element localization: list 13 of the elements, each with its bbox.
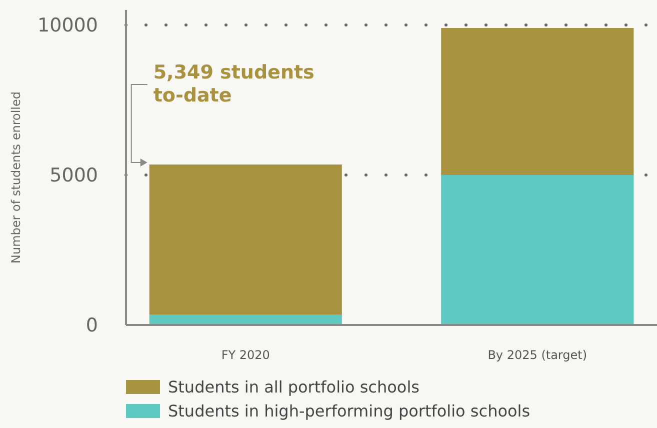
y-tick-label: 10000 (38, 14, 98, 37)
bar (149, 164, 342, 314)
bar (441, 175, 634, 325)
y-axis-title: Number of students enrolled (9, 91, 23, 264)
x-tick-label: By 2025 (target) (488, 348, 588, 362)
bar (149, 314, 342, 325)
legend-label: Students in all portfolio schools (168, 378, 420, 397)
y-tick-label: 5000 (50, 164, 98, 187)
bar (441, 28, 634, 175)
annotation: 5,349 students to-date (153, 62, 314, 106)
x-tick-label: FY 2020 (221, 348, 270, 362)
legend-label: Students in high-performing portfolio schools (168, 402, 530, 421)
y-tick-label: 0 (86, 314, 98, 337)
